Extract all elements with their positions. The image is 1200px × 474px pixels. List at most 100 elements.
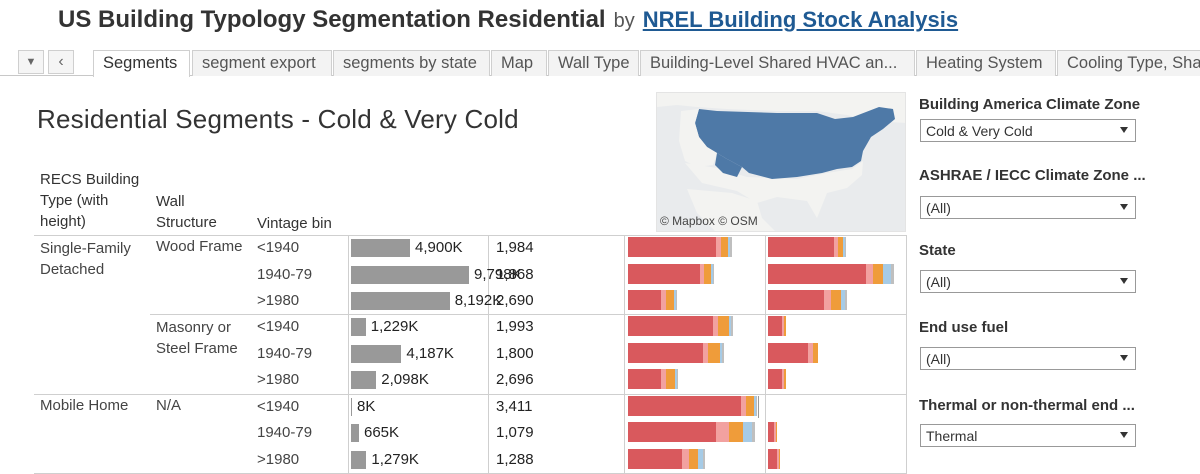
stack-segment-natural-gas[interactable] [728,237,730,257]
tab-segments-by-state[interactable]: segments by state [333,50,490,76]
end-use-stacked-bar[interactable] [628,449,705,469]
tab-wall-type[interactable]: Wall Type [548,50,639,76]
housing-units-bar[interactable] [351,345,402,363]
housing-units-bar[interactable] [351,424,359,442]
stack-segment-fuel-oil[interactable] [784,369,786,389]
housing-units-bar[interactable] [351,451,367,469]
stack-segment-electricity[interactable] [768,290,824,310]
stack-segment-electricity[interactable] [768,343,808,363]
stack-segment-other[interactable] [752,422,755,442]
tab-building-level-shared-hvac[interactable]: Building-Level Shared HVAC an... [640,50,915,76]
stack-segment-other[interactable] [730,237,732,257]
energy-stacked-bar[interactable] [768,422,777,442]
energy-stacked-bar[interactable] [768,264,894,284]
tab-segment-export[interactable]: segment export [192,50,332,76]
tab-map[interactable]: Map [491,50,547,76]
stack-segment-fuel-oil[interactable] [718,316,729,336]
stack-segment-electricity[interactable] [768,237,834,257]
stack-segment-electricity[interactable] [768,264,866,284]
stack-segment-natural-gas[interactable] [754,396,756,416]
stack-segment-fuel-oil[interactable] [729,422,743,442]
housing-units-bar[interactable] [351,266,469,284]
stack-segment-propane[interactable] [782,316,784,336]
thermal-filter-dropdown[interactable]: Thermal [920,424,1136,447]
stack-segment-other[interactable] [677,369,678,389]
climate-zone-filter-dropdown[interactable]: Cold & Very Cold [920,119,1136,142]
stack-segment-propane[interactable] [661,369,666,389]
stack-segment-fuel-oil[interactable] [666,369,675,389]
stack-segment-other[interactable] [703,449,705,469]
stack-segment-propane[interactable] [682,449,689,469]
stack-segment-electricity[interactable] [628,237,716,257]
end-use-stacked-bar[interactable] [628,369,678,389]
stack-segment-electricity[interactable] [768,316,782,336]
stack-segment-other[interactable] [756,396,757,416]
stack-segment-fuel-oil[interactable] [784,316,786,336]
tab-heating-system[interactable]: Heating System [916,50,1056,76]
stack-segment-propane[interactable] [777,449,779,469]
housing-units-bar[interactable] [351,292,450,310]
stack-segment-fuel-oil[interactable] [708,343,720,363]
stack-segment-natural-gas[interactable] [883,264,891,284]
stack-segment-fuel-oil[interactable] [873,264,883,284]
map-attribution[interactable]: © Mapbox © OSM [660,214,758,228]
end-use-stacked-bar[interactable] [628,422,755,442]
author-link[interactable]: NREL Building Stock Analysis [642,7,959,32]
state-filter-dropdown[interactable]: (All) [920,270,1136,293]
stack-segment-fuel-oil[interactable] [689,449,698,469]
end-use-stacked-bar[interactable] [628,290,677,310]
tab-segments[interactable]: Segments [93,50,190,77]
stack-segment-fuel-oil[interactable] [776,422,777,442]
stack-segment-electricity[interactable] [628,290,661,310]
end-use-fuel-filter-dropdown[interactable]: (All) [920,347,1136,370]
stack-segment-other[interactable] [731,316,733,336]
climate-zone-map[interactable]: © Mapbox © OSM [656,92,906,232]
stack-segment-natural-gas[interactable] [711,264,713,284]
stack-segment-electricity[interactable] [628,369,661,389]
stack-segment-propane[interactable] [703,343,708,363]
stack-segment-electricity[interactable] [768,369,782,389]
stack-segment-natural-gas[interactable] [843,237,845,257]
stack-segment-propane[interactable] [661,290,666,310]
stack-segment-natural-gas[interactable] [698,449,703,469]
stack-segment-propane[interactable] [774,422,776,442]
stack-segment-propane[interactable] [713,316,718,336]
end-use-stacked-bar[interactable] [628,343,724,363]
stack-segment-natural-gas[interactable] [841,290,845,310]
energy-stacked-bar[interactable] [768,449,780,469]
housing-units-bar[interactable] [351,318,366,336]
stack-segment-propane[interactable] [741,396,746,416]
stack-segment-propane[interactable] [716,422,729,442]
energy-stacked-bar[interactable] [768,343,818,363]
stack-segment-fuel-oil[interactable] [838,237,843,257]
ashrae-zone-filter-dropdown[interactable]: (All) [920,196,1136,219]
stack-segment-electricity[interactable] [628,449,682,469]
housing-units-bar[interactable] [351,398,352,416]
energy-stacked-bar[interactable] [768,290,847,310]
end-use-stacked-bar[interactable] [628,396,757,416]
stack-segment-electricity[interactable] [628,316,713,336]
stack-segment-electricity[interactable] [628,422,716,442]
stack-segment-electricity[interactable] [768,422,774,442]
stack-segment-fuel-oil[interactable] [666,290,674,310]
stack-segment-fuel-oil[interactable] [721,237,728,257]
stack-segment-natural-gas[interactable] [729,316,731,336]
stack-segment-natural-gas[interactable] [743,422,752,442]
stack-segment-other[interactable] [845,237,846,257]
housing-units-bar[interactable] [351,371,377,389]
tab-list-dropdown-icon[interactable]: ▼ [18,50,44,74]
stack-segment-propane[interactable] [866,264,873,284]
stack-segment-fuel-oil[interactable] [813,343,818,363]
tab-scroll-left-icon[interactable]: ‹ [48,50,74,74]
stack-segment-other[interactable] [845,290,847,310]
stack-segment-fuel-oil[interactable] [831,290,841,310]
stack-segment-propane[interactable] [808,343,813,363]
stack-segment-natural-gas[interactable] [720,343,722,363]
stack-segment-electricity[interactable] [628,343,703,363]
end-use-stacked-bar[interactable] [628,316,733,336]
stack-segment-propane[interactable] [824,290,831,310]
stack-segment-electricity[interactable] [628,264,700,284]
stack-segment-fuel-oil[interactable] [746,396,754,416]
stack-segment-electricity[interactable] [628,396,741,416]
stack-segment-other[interactable] [676,290,677,310]
